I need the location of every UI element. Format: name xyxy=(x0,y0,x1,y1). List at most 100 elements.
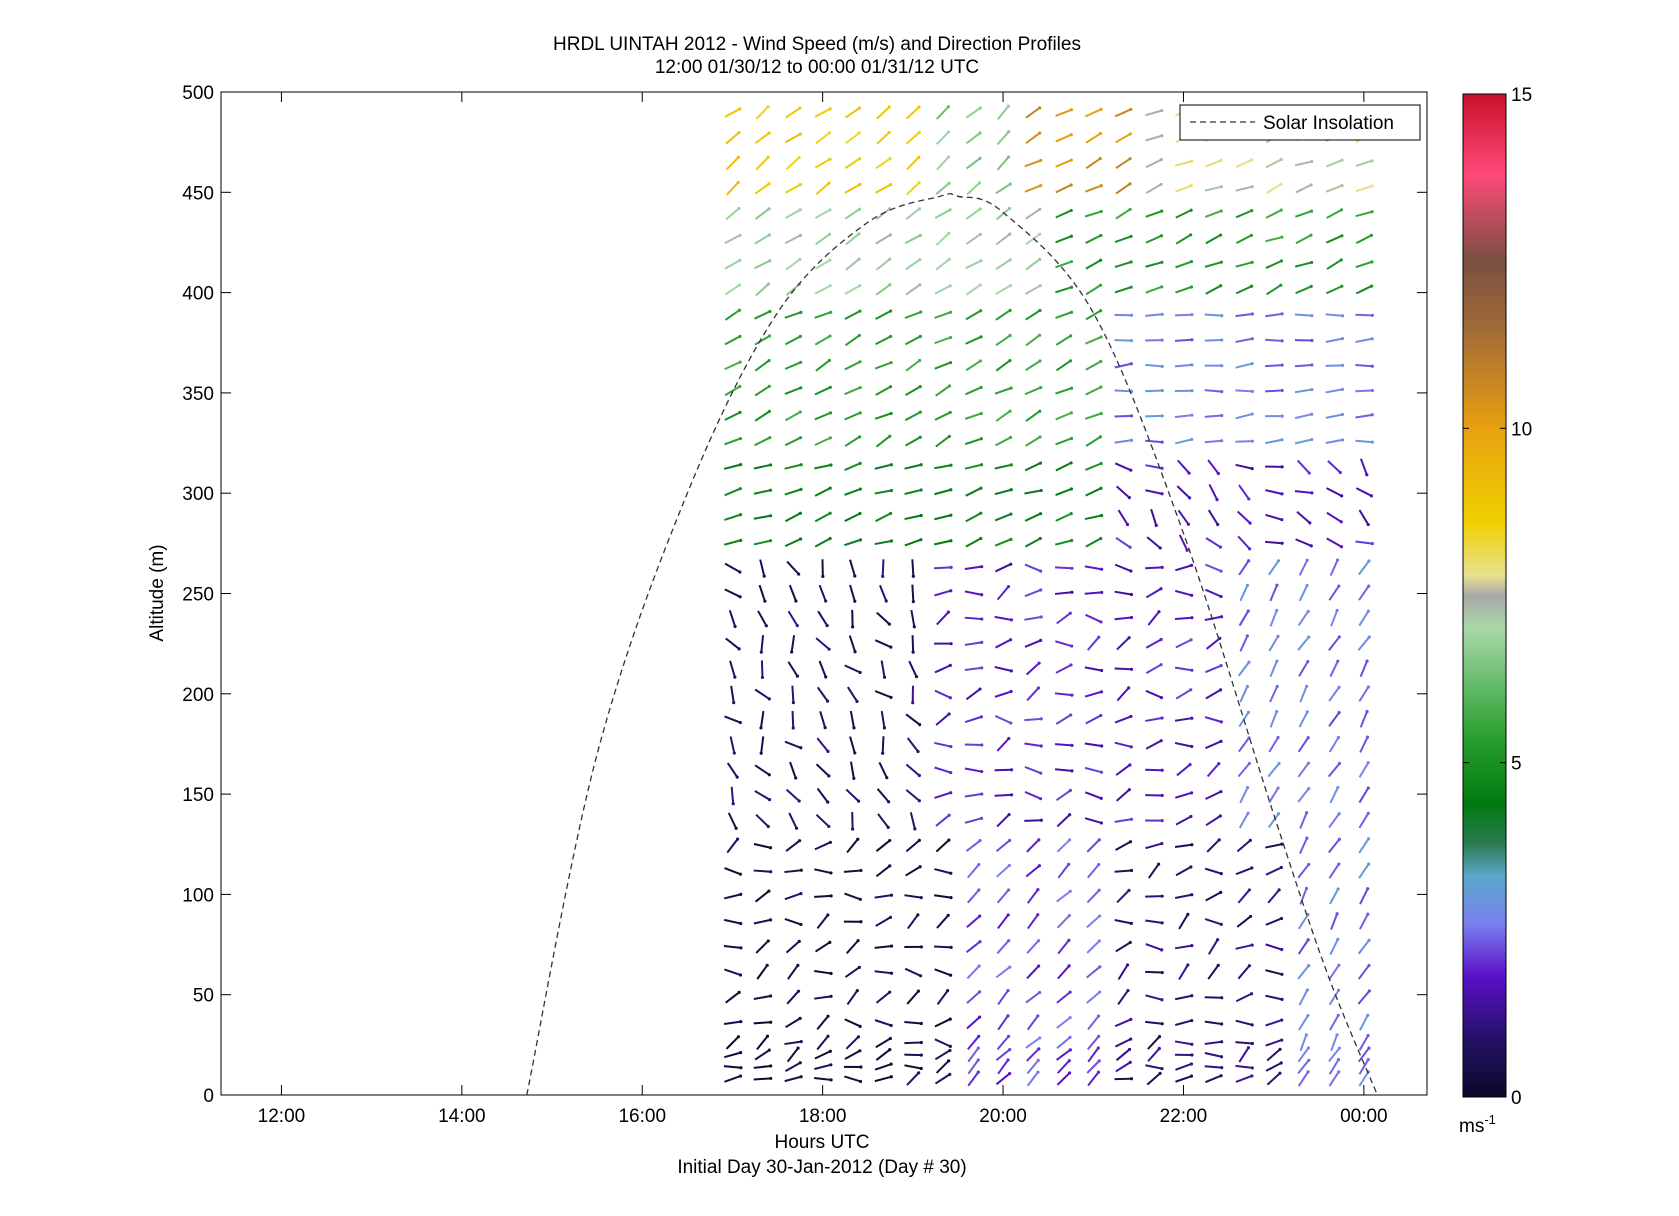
wind-vector xyxy=(935,181,951,195)
wind-vector-head xyxy=(828,284,832,288)
wind-vector xyxy=(1056,1048,1072,1061)
wind-vector-shaft xyxy=(1145,261,1163,268)
wind-vector-head xyxy=(1369,284,1374,288)
wind-vector-shaft xyxy=(1174,589,1192,597)
wind-vector-head xyxy=(1067,964,1071,968)
wind-vector xyxy=(724,410,742,421)
wind-vector-shaft xyxy=(1265,489,1283,495)
wind-vector xyxy=(934,945,953,949)
wind-vector xyxy=(1295,284,1313,295)
wind-vector-head xyxy=(857,333,861,338)
wind-vector-shaft xyxy=(1269,686,1279,703)
wind-vector xyxy=(1115,485,1131,500)
wind-vector-head xyxy=(1069,108,1074,112)
wind-vector-shaft xyxy=(1237,889,1251,904)
wind-vector-shaft xyxy=(1294,388,1312,394)
wind-vector xyxy=(1084,666,1104,673)
wind-vector-head xyxy=(978,283,982,287)
wind-vector-shaft xyxy=(787,610,799,627)
wind-vector-head xyxy=(1099,486,1103,490)
wind-vector xyxy=(878,761,889,780)
wind-vector-shaft xyxy=(1358,787,1370,804)
wind-vector-shaft xyxy=(1024,537,1041,548)
wind-vector-shaft xyxy=(1204,1052,1222,1058)
wind-vector xyxy=(1026,838,1041,853)
wind-vector-shaft xyxy=(995,1072,1011,1086)
wind-vector-shaft xyxy=(1355,363,1373,368)
wind-vector-head xyxy=(1129,339,1134,343)
wind-vector xyxy=(1204,615,1224,621)
wind-vector-head xyxy=(1366,761,1370,765)
wind-vector-head xyxy=(948,410,952,415)
wind-vector-shaft xyxy=(875,1037,891,1049)
wind-vector-shaft xyxy=(788,812,798,829)
wind-vector-head xyxy=(766,282,771,286)
wind-vector-head xyxy=(889,361,893,365)
wind-vector xyxy=(1056,889,1072,903)
wind-vector xyxy=(874,970,894,975)
wind-vector xyxy=(1085,335,1103,345)
wind-vector-shaft xyxy=(964,715,982,724)
wind-vector-head xyxy=(1304,684,1309,688)
wind-vector-shaft xyxy=(1085,336,1102,345)
wind-vector-head xyxy=(766,155,770,159)
wind-vector xyxy=(1084,209,1103,218)
wind-vector xyxy=(1145,841,1164,850)
wind-vector xyxy=(845,788,861,803)
wind-vector-shaft xyxy=(997,1059,1009,1075)
wind-vector-head xyxy=(1250,260,1254,264)
wind-vector-shaft xyxy=(1117,509,1129,526)
wind-vector xyxy=(1328,685,1341,702)
wind-vector-shaft xyxy=(965,839,981,852)
wind-vector-shaft xyxy=(814,995,832,1000)
wind-vector-shaft xyxy=(818,660,827,678)
wind-vector-shaft xyxy=(1174,313,1192,317)
wind-vector-shaft xyxy=(995,233,1011,246)
wind-vector-shaft xyxy=(995,207,1011,221)
wind-vector-shaft xyxy=(753,995,771,1001)
wind-vector-head xyxy=(799,746,803,750)
wind-vector xyxy=(816,686,830,703)
wind-vector-shaft xyxy=(1295,184,1312,194)
wind-vector-head xyxy=(768,918,773,922)
wind-vector-head xyxy=(1129,414,1134,418)
wind-vector xyxy=(965,940,982,953)
wind-vector-shaft xyxy=(906,156,920,171)
wind-vector xyxy=(789,761,798,780)
wind-vector-shaft xyxy=(1085,714,1102,725)
wind-vector xyxy=(1056,1015,1072,1029)
wind-vector-head xyxy=(1245,786,1250,790)
wind-vector-shaft xyxy=(753,1077,771,1081)
wind-vector-head xyxy=(1160,108,1164,113)
y-tick-label: 50 xyxy=(193,986,214,1007)
wind-vector-head xyxy=(978,914,982,918)
wind-vector-shaft xyxy=(1328,813,1340,829)
wind-vector xyxy=(1237,964,1252,980)
wind-vector xyxy=(1025,864,1041,878)
wind-vector-shaft xyxy=(907,914,919,930)
wind-vector-shaft xyxy=(844,107,860,119)
wind-vector xyxy=(1235,158,1254,168)
wind-vector-head xyxy=(1189,791,1194,795)
wind-vector-head xyxy=(859,1065,863,1069)
wind-vector-shaft xyxy=(905,763,920,777)
wind-vector-head xyxy=(766,939,770,943)
wind-vector xyxy=(843,868,863,873)
wind-vector-shaft xyxy=(1147,1035,1161,1050)
wind-vector xyxy=(784,310,803,319)
wind-vector-shaft xyxy=(1205,740,1222,750)
wind-vector xyxy=(1056,611,1072,625)
wind-vector-head xyxy=(1275,709,1279,714)
wind-vector xyxy=(995,1047,1012,1061)
wind-vector xyxy=(1267,761,1281,778)
wind-vector-head xyxy=(1037,964,1041,968)
wind-vector xyxy=(965,486,983,497)
wind-vector xyxy=(1205,537,1223,549)
wind-vector-head xyxy=(1367,862,1371,866)
wind-vector-shaft xyxy=(844,284,861,295)
wind-vector-head xyxy=(888,156,892,161)
wind-vector-shaft xyxy=(1055,512,1072,522)
wind-vector-head xyxy=(1370,388,1374,393)
wind-vector-head xyxy=(1039,744,1043,748)
wind-vector xyxy=(1235,185,1254,192)
